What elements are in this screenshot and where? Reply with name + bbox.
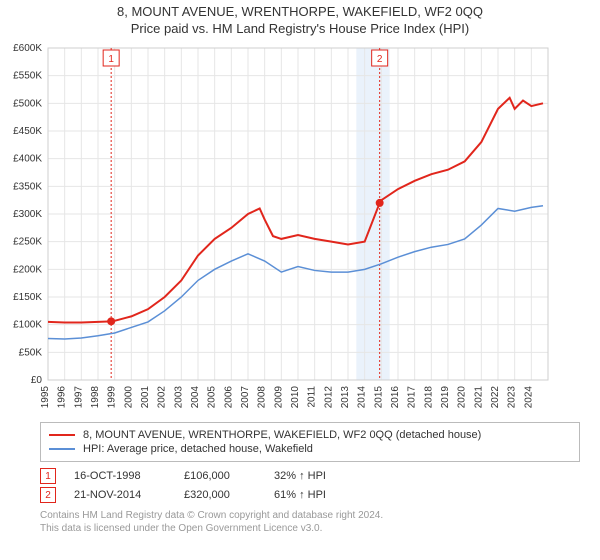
sales-table: 1 16-OCT-1998 £106,000 32% ↑ HPI 2 21-NO… bbox=[40, 468, 580, 503]
svg-text:£250K: £250K bbox=[13, 237, 42, 248]
svg-text:2022: 2022 bbox=[490, 386, 501, 409]
svg-text:2016: 2016 bbox=[390, 386, 401, 409]
svg-text:2011: 2011 bbox=[307, 386, 318, 408]
svg-text:£100K: £100K bbox=[13, 320, 42, 331]
svg-text:1995: 1995 bbox=[40, 386, 51, 409]
svg-text:1996: 1996 bbox=[57, 386, 68, 409]
svg-text:2017: 2017 bbox=[407, 386, 418, 409]
svg-text:1998: 1998 bbox=[90, 386, 101, 409]
svg-text:2002: 2002 bbox=[157, 386, 168, 409]
legend-line-property bbox=[49, 434, 75, 436]
svg-text:£400K: £400K bbox=[13, 154, 42, 165]
legend-row-property: 8, MOUNT AVENUE, WRENTHORPE, WAKEFIELD, … bbox=[49, 429, 571, 441]
svg-text:2003: 2003 bbox=[173, 386, 184, 409]
svg-text:£50K: £50K bbox=[19, 347, 43, 358]
svg-text:£450K: £450K bbox=[13, 126, 42, 137]
svg-text:£200K: £200K bbox=[13, 264, 42, 275]
svg-text:2000: 2000 bbox=[123, 386, 134, 409]
svg-text:2015: 2015 bbox=[373, 386, 384, 409]
legend-row-hpi: HPI: Average price, detached house, Wake… bbox=[49, 443, 571, 455]
legend-line-hpi bbox=[49, 448, 75, 450]
chart-title: 8, MOUNT AVENUE, WRENTHORPE, WAKEFIELD, … bbox=[0, 4, 600, 19]
legend: 8, MOUNT AVENUE, WRENTHORPE, WAKEFIELD, … bbox=[40, 422, 580, 462]
svg-text:£350K: £350K bbox=[13, 181, 42, 192]
footnote-line: Contains HM Land Registry data © Crown c… bbox=[40, 509, 580, 522]
svg-text:£300K: £300K bbox=[13, 209, 42, 220]
svg-text:2: 2 bbox=[377, 54, 383, 65]
svg-text:2010: 2010 bbox=[290, 386, 301, 409]
svg-text:2021: 2021 bbox=[473, 386, 484, 409]
svg-text:2019: 2019 bbox=[440, 386, 451, 409]
svg-text:2014: 2014 bbox=[357, 386, 368, 409]
sale-marker-icon: 2 bbox=[40, 487, 56, 503]
svg-text:£550K: £550K bbox=[13, 71, 42, 82]
svg-text:2020: 2020 bbox=[457, 386, 468, 409]
svg-text:1999: 1999 bbox=[107, 386, 118, 409]
sale-price: £106,000 bbox=[184, 470, 274, 482]
sale-date: 16-OCT-1998 bbox=[74, 470, 184, 482]
svg-text:2006: 2006 bbox=[223, 386, 234, 409]
sale-row: 1 16-OCT-1998 £106,000 32% ↑ HPI bbox=[40, 468, 580, 484]
legend-text-property: 8, MOUNT AVENUE, WRENTHORPE, WAKEFIELD, … bbox=[83, 429, 481, 441]
svg-text:2004: 2004 bbox=[190, 386, 201, 409]
svg-text:2008: 2008 bbox=[257, 386, 268, 409]
sale-price: £320,000 bbox=[184, 489, 274, 501]
svg-text:2007: 2007 bbox=[240, 386, 251, 409]
chart-svg: £0 £50K £100K £150K £200K £250K £300K £350K £400… bbox=[0, 44, 560, 414]
svg-text:2024: 2024 bbox=[523, 386, 534, 409]
svg-text:£0: £0 bbox=[31, 375, 43, 386]
sale-hpi: 61% ↑ HPI bbox=[274, 489, 364, 501]
sale-marker-icon: 1 bbox=[40, 468, 56, 484]
svg-text:2005: 2005 bbox=[207, 386, 218, 409]
svg-text:2018: 2018 bbox=[423, 386, 434, 409]
footnote: Contains HM Land Registry data © Crown c… bbox=[40, 509, 580, 535]
sale-date: 21-NOV-2014 bbox=[74, 489, 184, 501]
legend-text-hpi: HPI: Average price, detached house, Wake… bbox=[83, 443, 313, 455]
svg-text:2012: 2012 bbox=[323, 386, 334, 409]
footnote-line: This data is licensed under the Open Gov… bbox=[40, 522, 580, 535]
sale-row: 2 21-NOV-2014 £320,000 61% ↑ HPI bbox=[40, 487, 580, 503]
svg-text:1997: 1997 bbox=[73, 386, 84, 409]
chart-subtitle: Price paid vs. HM Land Registry's House … bbox=[0, 21, 600, 36]
svg-text:2001: 2001 bbox=[140, 386, 151, 409]
sale-hpi: 32% ↑ HPI bbox=[274, 470, 364, 482]
svg-text:1: 1 bbox=[108, 54, 114, 65]
svg-text:2009: 2009 bbox=[273, 386, 284, 409]
svg-text:£500K: £500K bbox=[13, 98, 42, 109]
svg-text:£150K: £150K bbox=[13, 292, 42, 303]
svg-text:£600K: £600K bbox=[13, 44, 42, 54]
svg-text:2013: 2013 bbox=[340, 386, 351, 409]
svg-text:2023: 2023 bbox=[507, 386, 518, 409]
price-chart: £0 £50K £100K £150K £200K £250K £300K £350K £400… bbox=[0, 44, 560, 414]
